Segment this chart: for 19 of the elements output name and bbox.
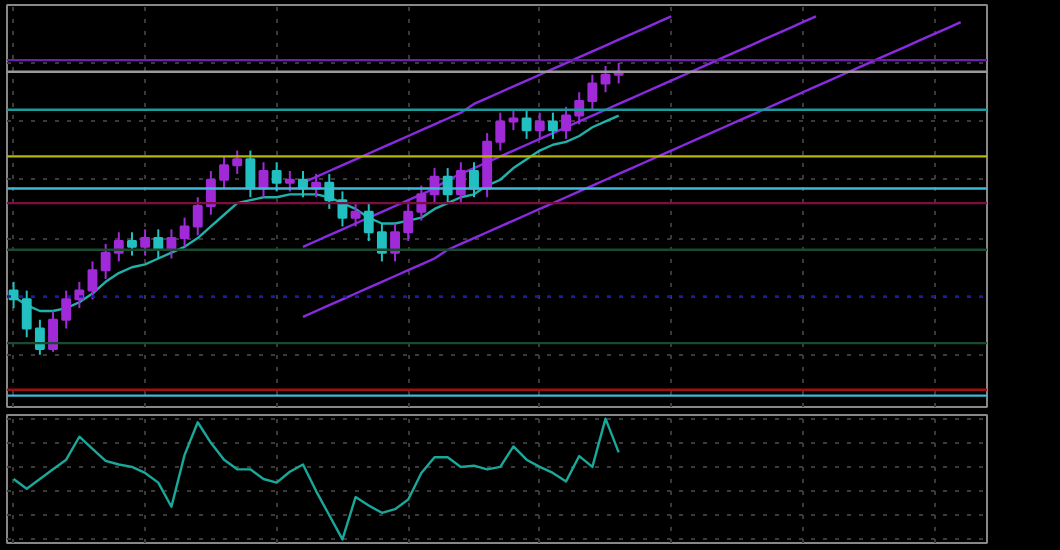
candlestick — [127, 231, 137, 257]
candlestick — [350, 202, 361, 228]
candlestick — [140, 228, 151, 257]
candlestick — [547, 111, 558, 140]
candlestick — [534, 111, 545, 140]
candlestick — [363, 202, 374, 243]
candlestick — [153, 228, 164, 260]
candlestick — [232, 149, 243, 175]
candlestick — [100, 242, 111, 280]
candlestick — [271, 161, 282, 193]
candlestick — [521, 108, 532, 140]
candlestick — [87, 260, 98, 301]
candlestick — [390, 222, 400, 263]
candlestick — [166, 228, 177, 260]
candlestick — [284, 169, 295, 193]
candlestick — [376, 222, 387, 263]
candlestick — [8, 280, 19, 310]
candlestick — [245, 149, 256, 199]
candlestick — [508, 108, 519, 132]
